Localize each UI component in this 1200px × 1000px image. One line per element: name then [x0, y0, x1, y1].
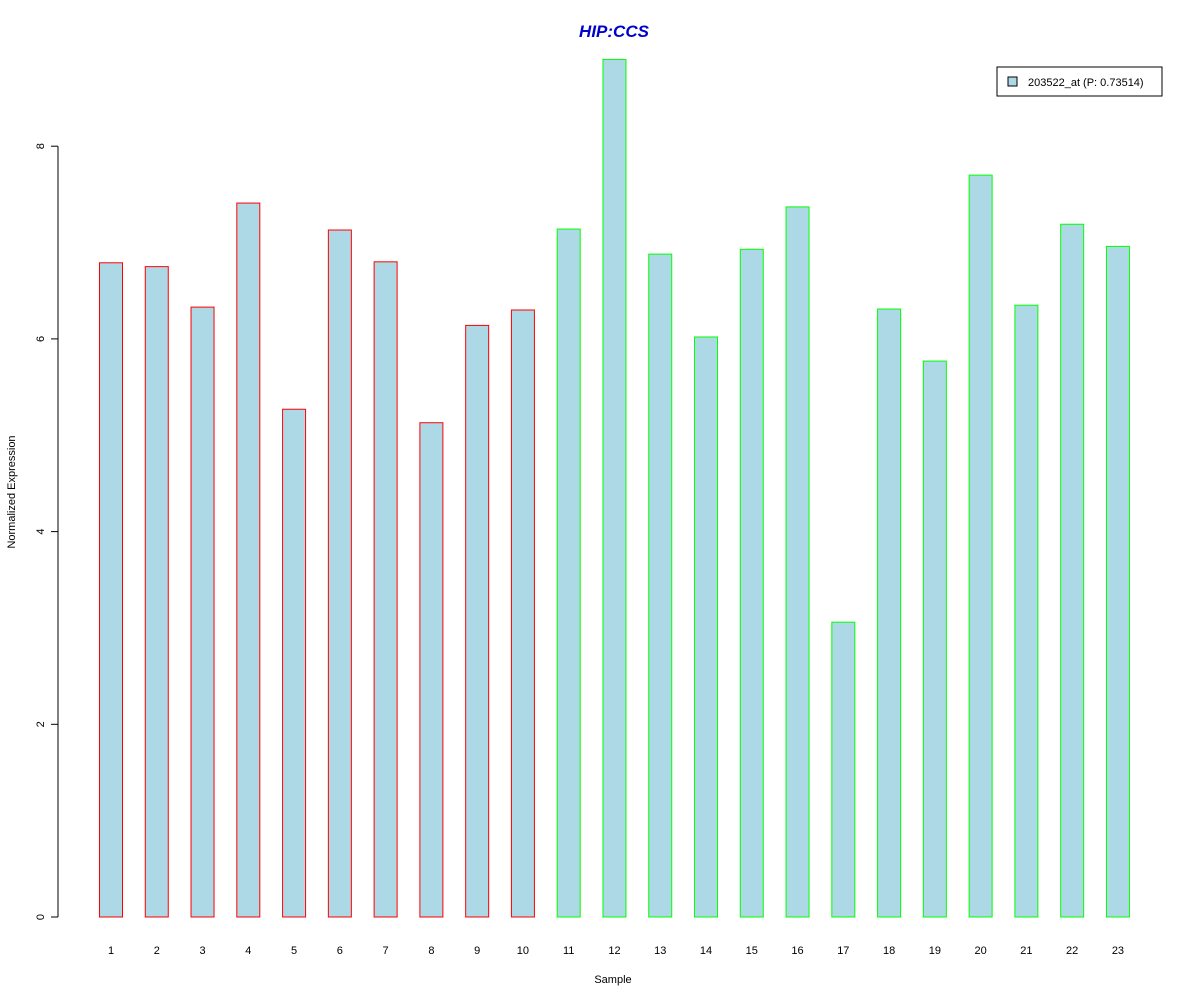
bar-sample-17 — [831, 621, 856, 918]
bar-sample-23 — [1105, 245, 1130, 918]
x-tick-label: 4 — [245, 945, 251, 957]
x-tick-label: 18 — [883, 945, 895, 957]
y-tick-label: 6 — [35, 336, 47, 342]
x-tick-label: 10 — [517, 945, 529, 957]
x-tick-label: 12 — [608, 945, 620, 957]
x-tick-label: 20 — [975, 945, 987, 957]
bar-sample-10 — [510, 309, 535, 918]
bar-sample-19 — [922, 360, 947, 918]
x-tick-label: 15 — [746, 945, 758, 957]
x-tick-label: 22 — [1066, 945, 1078, 957]
x-tick-label: 11 — [563, 945, 574, 957]
bar-sample-15 — [739, 248, 764, 918]
bar-sample-22 — [1060, 223, 1085, 918]
bar-sample-4 — [236, 202, 261, 918]
bars-group — [99, 58, 1130, 918]
legend-label: 203522_at (P: 0.73514) — [1028, 77, 1144, 89]
x-tick-label: 23 — [1112, 945, 1124, 957]
y-axis-label: Normalized Expression — [6, 435, 18, 548]
legend-box — [996, 66, 1163, 97]
bar-sample-12 — [602, 58, 627, 918]
x-tick-label: 9 — [474, 945, 480, 957]
bar-sample-2 — [144, 266, 169, 918]
x-tick-label: 13 — [654, 945, 666, 957]
bar-sample-5 — [282, 408, 307, 918]
x-tick-labels: 1 2 3 4 5 6 7 8 9 10 11 12 13 14 15 16 17 18 19 20 21 22 23 — [108, 945, 1124, 957]
x-tick-label: 16 — [791, 945, 803, 957]
x-tick-label: 2 — [154, 945, 160, 957]
bar-sample-14 — [694, 336, 719, 918]
x-tick-label: 14 — [700, 945, 712, 957]
bar-sample-13 — [648, 253, 673, 918]
y-tick-label: 0 — [35, 914, 47, 920]
bar-sample-16 — [785, 206, 810, 918]
bar-sample-11 — [556, 228, 581, 918]
chart-title: HIP:CCS — [579, 22, 650, 41]
x-tick-label: 1 — [108, 945, 114, 957]
bar-sample-7 — [373, 261, 398, 918]
bar-sample-18 — [877, 308, 902, 918]
x-tick-label: 17 — [837, 945, 849, 957]
x-tick-label: 7 — [383, 945, 389, 957]
bar-sample-6 — [327, 229, 352, 918]
bar-sample-21 — [1014, 304, 1039, 918]
bar-sample-1 — [99, 262, 123, 918]
bar-sample-3 — [190, 306, 215, 918]
x-tick-label: 3 — [199, 945, 205, 957]
x-tick-label: 8 — [428, 945, 434, 957]
y-tick-label: 8 — [35, 143, 47, 149]
x-axis-label: Sample — [594, 974, 631, 986]
bar-sample-9 — [465, 324, 490, 918]
bar-sample-20 — [968, 174, 993, 918]
x-tick-label: 21 — [1020, 945, 1032, 957]
y-tick-label: 4 — [35, 529, 47, 535]
legend: 203522_at (P: 0.73514) — [996, 66, 1163, 97]
x-tick-label: 5 — [291, 945, 297, 957]
y-tick-label: 2 — [35, 721, 47, 727]
bar-sample-8 — [419, 422, 444, 918]
x-tick-label: 6 — [337, 945, 343, 957]
x-tick-label: 19 — [929, 945, 941, 957]
legend-swatch — [1007, 76, 1018, 87]
y-axis: 0 2 4 6 8 — [35, 143, 59, 920]
